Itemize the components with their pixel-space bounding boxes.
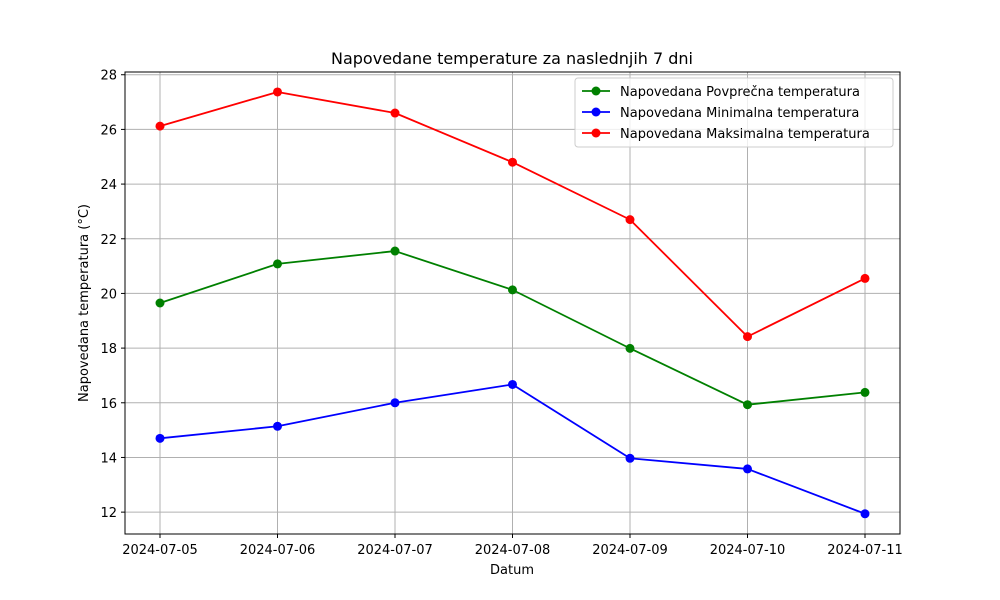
legend-label-0: Napovedana Povprečna temperatura — [620, 85, 860, 100]
x-tick-label: 2024-07-10 — [710, 543, 786, 558]
x-tick-label: 2024-07-05 — [122, 543, 198, 558]
data-point — [273, 259, 282, 269]
y-axis-label: Napovedana temperatura (°C) — [77, 204, 92, 402]
data-point — [625, 343, 635, 353]
data-point — [508, 285, 517, 295]
series-layer — [155, 87, 870, 519]
legend-items: Napovedana Povprečna temperatura Napoveda… — [582, 85, 870, 142]
y-tick-label: 26 — [100, 123, 117, 138]
data-point — [860, 273, 870, 283]
data-point — [508, 379, 517, 389]
y-tick-label: 14 — [100, 451, 117, 466]
data-point — [390, 108, 400, 118]
data-point — [743, 400, 752, 410]
x-tick-label: 2024-07-09 — [592, 543, 668, 558]
y-tick-label: 28 — [100, 69, 117, 84]
legend-label-2: Napovedana Maksimalna temperatura — [620, 127, 870, 142]
y-tick-label: 16 — [100, 397, 117, 412]
x-tick-label: 2024-07-07 — [357, 543, 433, 558]
y-tick-label: 18 — [100, 342, 117, 357]
x-axis-label: Datum — [490, 563, 534, 578]
y-tick-label: 24 — [100, 178, 117, 193]
data-point — [155, 298, 165, 308]
data-point — [743, 464, 752, 474]
chart-title: Napovedane temperature za naslednjih 7 d… — [331, 49, 693, 68]
data-point — [273, 421, 282, 431]
data-point — [155, 433, 165, 443]
data-point — [390, 398, 400, 408]
data-point — [390, 246, 400, 256]
legend-marker-0 — [591, 86, 601, 96]
data-point — [625, 215, 635, 225]
data-point — [860, 509, 870, 519]
x-tick-label: 2024-07-11 — [827, 543, 903, 558]
data-point — [625, 453, 635, 463]
legend-label-1: Napovedana Minimalna temperatura — [620, 106, 859, 121]
ticks-layer: 2024-07-05 2024-07-06 2024-07-07 2024-07-08… — [100, 69, 902, 558]
y-tick-label: 20 — [100, 287, 117, 302]
data-point — [860, 387, 870, 397]
x-tick-label: 2024-07-08 — [475, 543, 551, 558]
legend: Napovedana Povprečna temperatura Napoveda… — [574, 77, 894, 148]
data-point — [508, 157, 517, 167]
legend-box — [574, 77, 894, 148]
data-point — [743, 332, 752, 342]
y-tick-label: 22 — [100, 233, 117, 248]
data-point — [155, 121, 165, 131]
legend-marker-1 — [591, 107, 601, 117]
legend-marker-2 — [591, 128, 601, 138]
x-tick-label: 2024-07-06 — [240, 543, 316, 558]
y-tick-label: 12 — [100, 506, 117, 521]
data-point — [273, 87, 282, 97]
